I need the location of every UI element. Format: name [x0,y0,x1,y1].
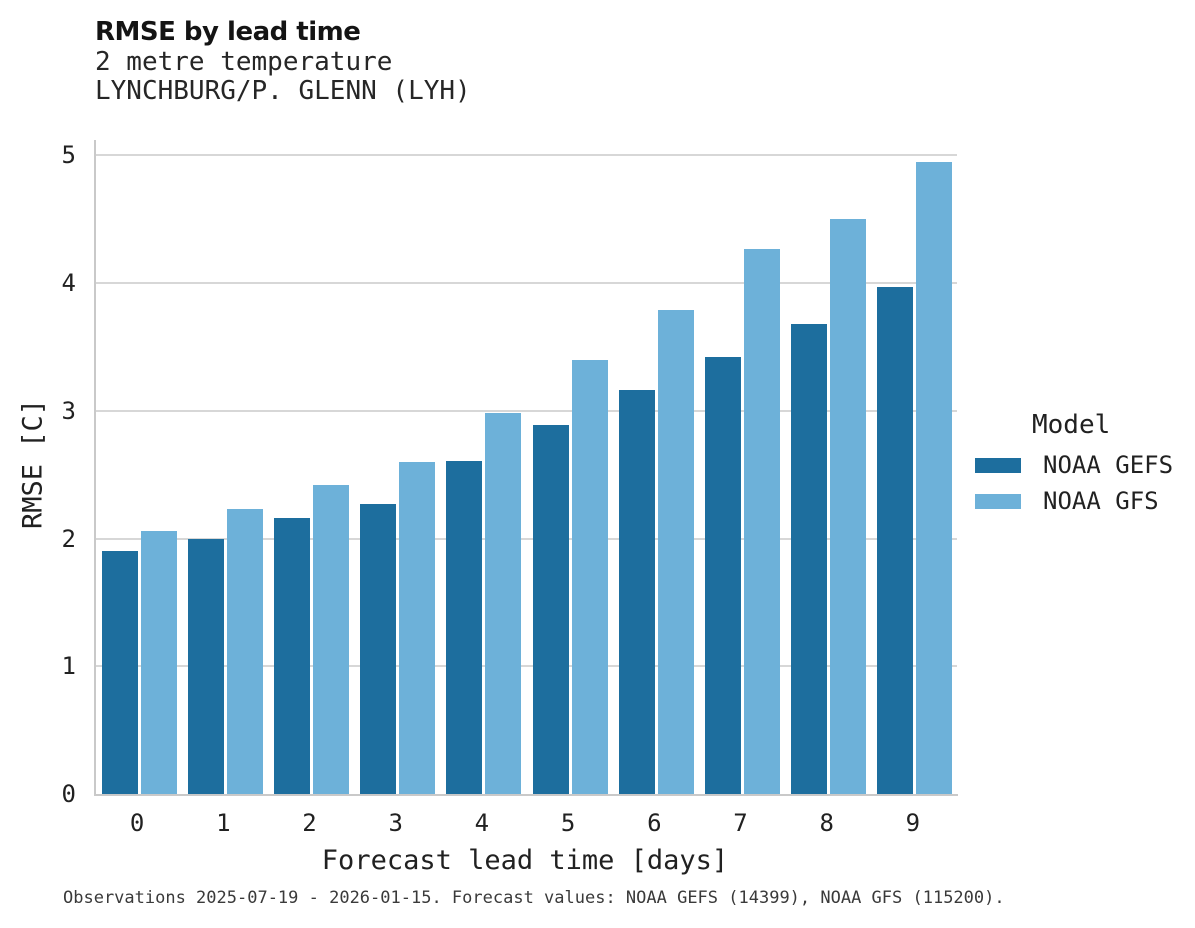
x-tick-label-3: 3 [388,809,403,837]
x-tick-label-6: 6 [647,809,662,837]
x-tick-label-0: 0 [129,809,145,837]
bar-noaa-gefs-lead-8 [791,323,828,794]
bar-noaa-gfs-lead-8 [830,219,867,794]
bar-noaa-gefs-lead-4 [446,460,483,794]
legend-item-noaa-gefs: NOAA GEFS [975,451,1195,479]
bar-noaa-gfs-lead-1 [226,509,263,794]
bar-noaa-gfs-lead-2 [313,484,349,794]
bar-noaa-gefs-lead-6 [618,390,655,794]
bar-noaa-gfs-lead-9 [916,161,953,794]
bar-noaa-gefs-lead-9 [877,286,914,794]
legend-label-noaa-gfs: NOAA GFS [1043,487,1159,515]
legend-swatch-noaa-gfs [975,493,1021,509]
y-tick-label-5: 5 [61,141,76,170]
y-tick-label-0: 0 [61,780,76,808]
bar-noaa-gefs-lead-1 [187,538,224,794]
x-tick-label-1: 1 [216,809,231,837]
y-tick-label-4: 4 [61,269,76,298]
x-tick-label-7: 7 [733,809,748,837]
bar-noaa-gefs-lead-3 [360,504,397,794]
x-tick-label-9: 9 [905,809,921,837]
y-tick-label-3: 3 [61,396,76,425]
bar-noaa-gfs-lead-3 [399,461,436,794]
bar-noaa-gfs-lead-0 [140,530,177,794]
chart-header: RMSE by lead time 2 metre temperature LY… [95,16,471,106]
legend-swatch-noaa-gefs [975,457,1021,473]
gridline-y-5 [96,154,957,157]
x-tick-label-4: 4 [474,809,490,837]
legend-title: Model [1032,410,1111,440]
bar-noaa-gefs-lead-7 [705,357,741,794]
bar-noaa-gfs-lead-5 [571,359,608,794]
bar-noaa-gefs-lead-2 [274,518,310,794]
bar-noaa-gefs-lead-0 [101,551,138,794]
bar-noaa-gfs-lead-4 [485,413,522,794]
x-tick-label-2: 2 [302,809,317,837]
x-tick-label-5: 5 [560,809,576,837]
plot-area [94,140,958,796]
chart-subtitle-station: LYNCHBURG/P. GLENN (LYH) [95,76,471,106]
chart-title: RMSE by lead time [95,17,361,47]
y-tick-label-1: 1 [61,652,76,681]
x-tick-label-8: 8 [819,809,834,837]
legend-label-noaa-gefs: NOAA GEFS [1043,451,1174,479]
bar-noaa-gfs-lead-7 [744,248,780,794]
gridline-y-1 [96,665,957,668]
footer-note: Observations 2025-07-19 - 2026-01-15. Fo… [63,888,1005,908]
bar-noaa-gfs-lead-6 [657,309,694,794]
chart-subtitle-variable: 2 metre temperature [95,47,393,77]
gridline-y-3 [96,409,957,412]
gridline-y-4 [96,282,957,285]
y-tick-label-2: 2 [61,524,76,553]
legend: Model NOAA GEFS NOAA GFS [975,410,1195,515]
bar-noaa-gefs-lead-5 [532,424,569,794]
x-axis-label: Forecast lead time [days] [321,845,729,876]
gridline-y-2 [96,537,957,540]
legend-item-noaa-gfs: NOAA GFS [975,487,1195,515]
